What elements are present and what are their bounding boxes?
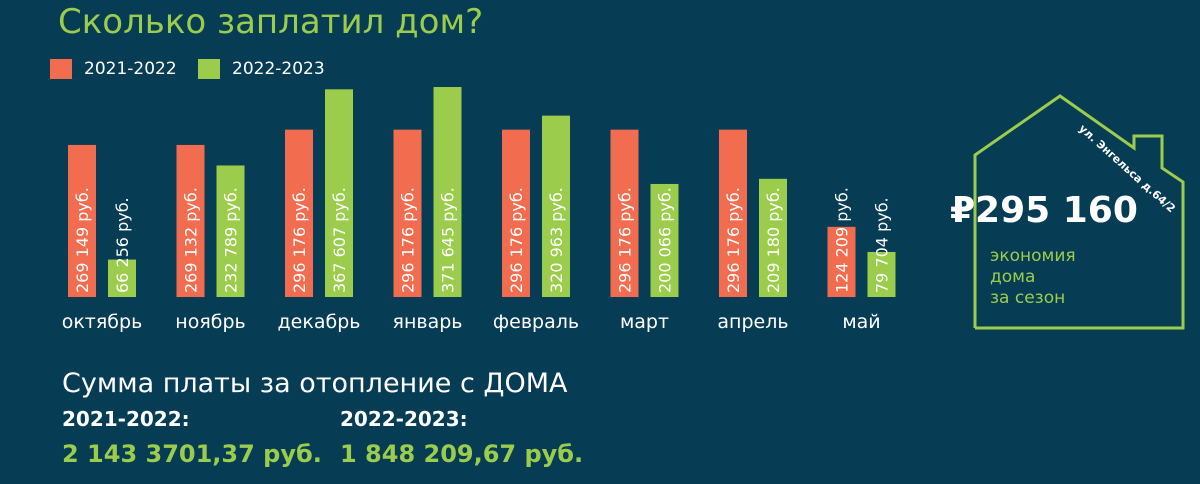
bar-2021-2022-ноябрь	[176, 144, 205, 297]
bar-2022-2023-ноябрь	[216, 165, 245, 297]
bar-2021-2022-март	[610, 129, 639, 297]
summary-heading: Сумма платы за отопление с ДОМА	[62, 368, 568, 399]
bar-2021-2022-январь	[393, 129, 422, 297]
savings-caption: экономия дома за сезон	[990, 246, 1110, 309]
season-label-2021-2022: 2021-2022:	[62, 407, 190, 431]
data-label: 296 176 руб.	[616, 187, 635, 293]
x-tick-label: апрель	[717, 311, 788, 333]
bar-2021-2022-декабрь	[285, 129, 313, 297]
bar-2021-2022-апрель	[719, 129, 747, 297]
x-tick-label: март	[620, 311, 669, 333]
bar-2021-2022-октябрь	[68, 144, 96, 297]
data-label: 66 256 руб.	[113, 197, 132, 293]
data-label: 296 176 руб.	[290, 187, 309, 293]
data-label: 296 176 руб.	[399, 187, 418, 293]
bar-2022-2023-октябрь	[108, 259, 136, 297]
data-label: 232 789 руб.	[222, 187, 241, 293]
legend-label: 2022-2023	[232, 59, 325, 79]
season-label-2022-2023: 2022-2023:	[340, 407, 468, 431]
bar-2022-2023-март	[650, 183, 679, 297]
data-label: 371 645 руб.	[439, 187, 458, 293]
savings-caption-line: дома	[990, 267, 1036, 287]
page-title: Сколько заплатил дом?	[58, 2, 484, 42]
data-label: 124 209 руб.	[833, 187, 852, 293]
x-tick-label: октябрь	[62, 311, 143, 333]
data-label: 200 066 руб.	[656, 187, 675, 293]
bar-2022-2023-апрель	[759, 178, 787, 297]
savings-caption-line: экономия	[990, 246, 1076, 266]
bar-2022-2023-январь	[433, 87, 462, 298]
data-label: 269 149 руб.	[73, 187, 92, 293]
data-label: 296 176 руб.	[507, 187, 526, 293]
x-tick-label: февраль	[493, 311, 579, 333]
data-label: 320 963 руб.	[547, 187, 566, 293]
savings-value: ₽295 160	[950, 190, 1138, 231]
data-label: 269 132 руб.	[182, 187, 201, 293]
bar-2021-2022-февраль	[502, 129, 530, 297]
bar-2022-2023-декабрь	[325, 89, 353, 297]
savings-caption-line: за сезон	[990, 288, 1066, 308]
data-label: 79 704 руб.	[873, 197, 892, 293]
bar-2022-2023-февраль	[542, 115, 570, 297]
x-tick-label: ноябрь	[175, 311, 245, 333]
legend-swatch-green	[198, 59, 220, 79]
season-total-2022-2023: 1 848 209,67 руб.	[340, 440, 584, 468]
bar-chart: 269 149 руб. 66 256 руб. октябрь 269 132 ру…	[62, 87, 896, 333]
x-tick-label: январь	[393, 311, 463, 333]
data-label: 296 176 руб.	[724, 187, 743, 293]
bar-2022-2023-май	[867, 251, 896, 297]
data-label: 367 607 руб.	[330, 187, 349, 293]
legend-label: 2021-2022	[84, 59, 177, 79]
bar-2021-2022-май	[827, 226, 856, 297]
season-total-2021-2022: 2 143 3701,37 руб.	[62, 440, 322, 468]
x-tick-label: май	[842, 311, 880, 333]
x-tick-label: декабрь	[278, 311, 361, 333]
data-label: 209 180 руб.	[764, 187, 783, 293]
legend-swatch-orange	[50, 59, 72, 79]
